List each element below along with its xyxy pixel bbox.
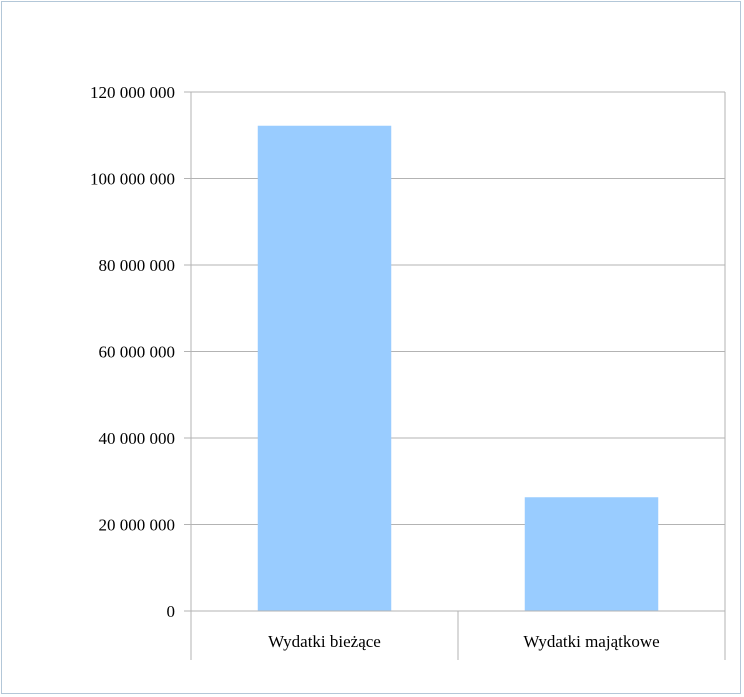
y-tick-label: 80 000 000 — [99, 256, 176, 275]
y-tick-label: 100 000 000 — [90, 170, 175, 189]
bar — [257, 125, 392, 612]
y-axis-ticks: 0 20 000 000 40 000 000 60 000 000 80 000 00… — [90, 83, 191, 621]
bars — [257, 125, 659, 612]
bar — [524, 497, 659, 611]
y-tick-label: 60 000 000 — [99, 343, 176, 362]
y-tick-label: 0 — [167, 602, 176, 621]
y-tick-label: 120 000 000 — [90, 83, 175, 102]
y-tick-label: 40 000 000 — [99, 429, 176, 448]
x-axis-categories: Wydatki bieżące Wydatki majątkowe — [268, 632, 660, 651]
x-category-label: Wydatki majątkowe — [523, 632, 659, 651]
y-tick-label: 20 000 000 — [99, 516, 176, 535]
x-category-label: Wydatki bieżące — [268, 632, 381, 651]
axes — [190, 92, 726, 660]
